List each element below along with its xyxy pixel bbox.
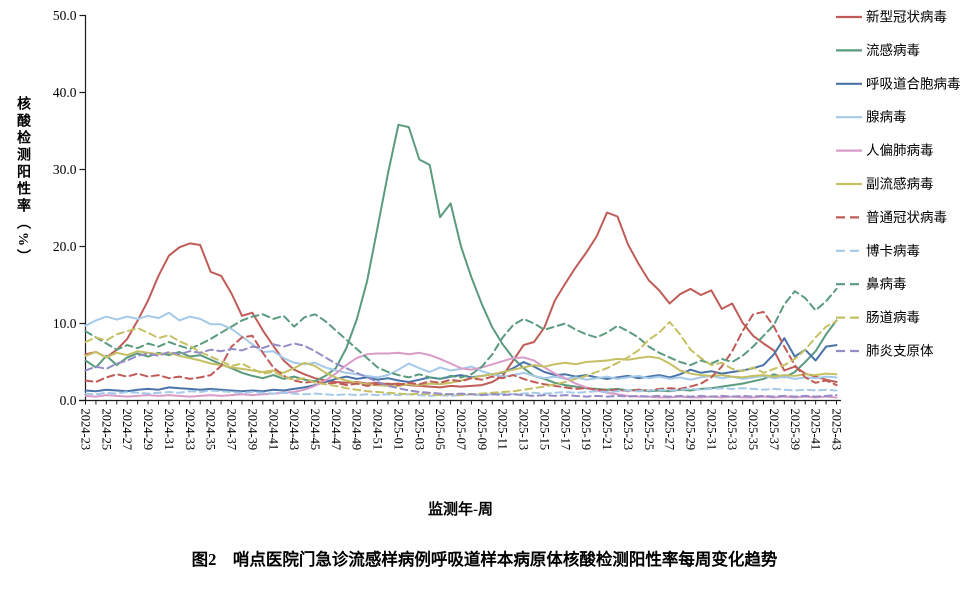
legend-label-人偏肺病毒: 人偏肺病毒 bbox=[866, 143, 934, 158]
x-tick-label: 2024-39 bbox=[245, 409, 259, 451]
x-tick-label: 2024-41 bbox=[266, 409, 280, 451]
x-tick-label: 2025-19 bbox=[579, 409, 593, 451]
x-axis-title: 监测年-周 bbox=[428, 502, 493, 518]
legend-label-肠道病毒: 肠道病毒 bbox=[866, 310, 920, 325]
series-line-鼻病毒 bbox=[84, 287, 838, 380]
x-tick-label: 2025-43 bbox=[830, 409, 844, 451]
x-tick-label: 2025-25 bbox=[642, 409, 656, 451]
figure-caption: 图2 哨点医院门急诊流感样病例呼吸道样本病原体核酸检测阳性率每周变化趋势 bbox=[191, 550, 778, 569]
x-tick-label: 2025-01 bbox=[391, 409, 405, 451]
x-tick-label: 2025-15 bbox=[537, 409, 551, 451]
x-tick-label: 2025-05 bbox=[433, 409, 447, 451]
legend-label-流感病毒: 流感病毒 bbox=[866, 42, 920, 58]
y-tick-label: 0.0 bbox=[60, 393, 77, 408]
legend-label-副流感病毒: 副流感病毒 bbox=[866, 176, 934, 192]
x-tick-label: 2025-33 bbox=[725, 409, 739, 451]
x-tick-label: 2025-39 bbox=[788, 409, 802, 451]
x-tick-label: 2025-23 bbox=[621, 409, 635, 451]
series-line-腺病毒 bbox=[84, 311, 838, 381]
x-tick-label: 2025-07 bbox=[454, 409, 468, 451]
legend-label-鼻病毒: 鼻病毒 bbox=[866, 276, 907, 292]
x-tick-label: 2024-27 bbox=[120, 409, 134, 451]
y-axis-title: 核酸检测阳性率（%） bbox=[15, 96, 30, 266]
x-tick-label: 2025-09 bbox=[475, 409, 489, 451]
x-tick-label: 2024-49 bbox=[350, 409, 364, 451]
legend-label-博卡病毒: 博卡病毒 bbox=[866, 242, 920, 258]
x-tick-label: 2025-13 bbox=[517, 409, 531, 451]
legend-label-新型冠状病毒: 新型冠状病毒 bbox=[866, 10, 947, 25]
x-tick-label: 2025-21 bbox=[600, 409, 614, 451]
legend-label-普通冠状病毒: 普通冠状病毒 bbox=[866, 210, 947, 225]
series-line-呼吸道合胞病毒 bbox=[84, 337, 838, 393]
x-tick-label: 2024-29 bbox=[141, 409, 155, 451]
legend-label-肺炎支原体: 肺炎支原体 bbox=[866, 344, 934, 359]
x-tick-label: 2024-43 bbox=[287, 409, 301, 451]
y-tick-label: 20.0 bbox=[53, 239, 77, 254]
x-tick-label: 2025-31 bbox=[704, 409, 718, 451]
x-tick-label: 2024-47 bbox=[329, 409, 343, 451]
x-tick-label: 2024-51 bbox=[371, 409, 385, 451]
x-tick-label: 2024-31 bbox=[162, 409, 176, 451]
legend-label-腺病毒: 腺病毒 bbox=[866, 110, 907, 125]
series-line-肺炎支原体 bbox=[84, 342, 838, 398]
x-tick-label: 2024-33 bbox=[183, 409, 197, 451]
x-tick-label: 2024-23 bbox=[79, 409, 93, 451]
x-tick-label: 2025-35 bbox=[746, 409, 760, 451]
series-line-普通冠状病毒 bbox=[84, 310, 838, 393]
series-line-博卡病毒 bbox=[84, 387, 838, 397]
y-tick-label: 10.0 bbox=[53, 316, 77, 331]
x-tick-label: 2024-25 bbox=[99, 409, 113, 451]
y-tick-label: 30.0 bbox=[53, 162, 77, 177]
series-line-副流感病毒 bbox=[84, 350, 838, 387]
series-line-新型冠状病毒 bbox=[84, 211, 838, 389]
y-tick-label: 50.0 bbox=[53, 8, 77, 23]
y-tick-label: 40.0 bbox=[53, 85, 77, 100]
x-tick-label: 2024-37 bbox=[225, 409, 239, 451]
x-tick-label: 2025-11 bbox=[496, 409, 510, 450]
series-line-肠道病毒 bbox=[84, 320, 838, 397]
x-tick-label: 2025-37 bbox=[767, 409, 781, 451]
legend-label-呼吸道合胞病毒: 呼吸道合胞病毒 bbox=[866, 76, 961, 91]
series-line-流感病毒 bbox=[84, 123, 838, 393]
x-tick-label: 2024-35 bbox=[204, 409, 218, 451]
x-tick-label: 2025-17 bbox=[558, 409, 572, 451]
x-tick-label: 2024-45 bbox=[308, 409, 322, 451]
x-tick-label: 2025-41 bbox=[809, 409, 823, 451]
x-tick-label: 2025-03 bbox=[412, 409, 426, 451]
x-tick-label: 2025-27 bbox=[663, 409, 677, 451]
x-tick-label: 2025-29 bbox=[683, 409, 697, 451]
